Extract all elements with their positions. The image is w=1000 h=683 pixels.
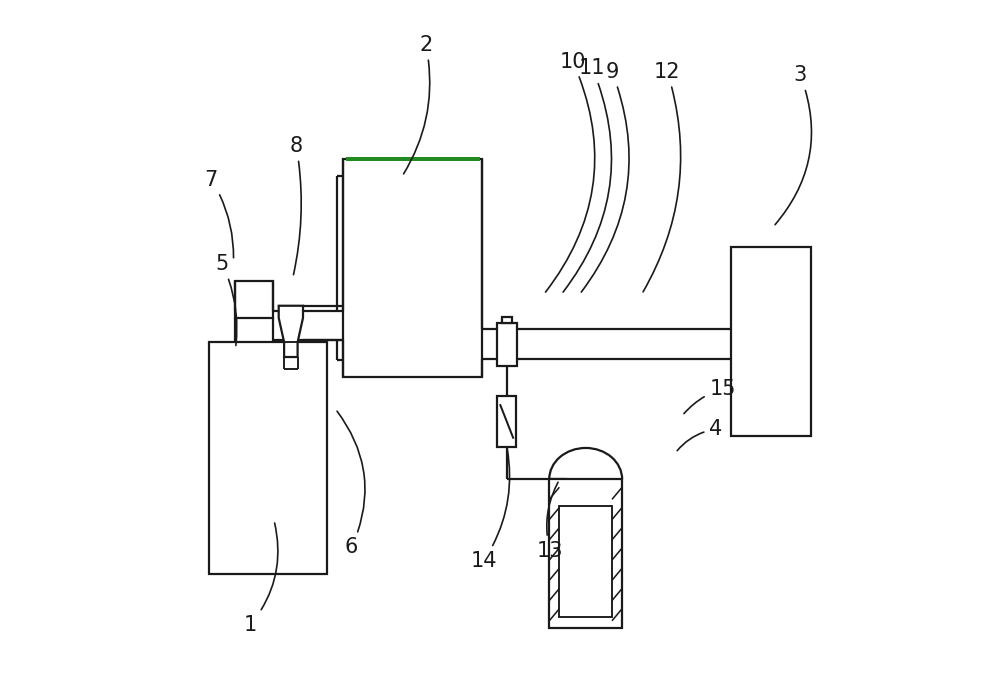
Text: 9: 9 <box>581 61 629 292</box>
Polygon shape <box>279 306 303 357</box>
Bar <box>235 281 273 318</box>
Text: 10: 10 <box>546 51 595 292</box>
Text: 3: 3 <box>775 65 812 225</box>
Text: 8: 8 <box>290 136 303 275</box>
Bar <box>731 247 811 436</box>
Text: 7: 7 <box>205 169 234 257</box>
Bar <box>209 342 327 574</box>
Text: 5: 5 <box>215 254 237 346</box>
Text: 12: 12 <box>643 61 681 292</box>
Bar <box>497 322 517 366</box>
Text: 6: 6 <box>337 411 365 557</box>
Text: 2: 2 <box>404 35 432 174</box>
Text: 4: 4 <box>677 419 723 451</box>
Bar <box>559 506 612 617</box>
Text: 1: 1 <box>244 523 278 635</box>
Bar <box>343 158 482 376</box>
Bar <box>497 396 516 447</box>
Text: 13: 13 <box>537 482 563 561</box>
Bar <box>549 479 622 628</box>
Text: 14: 14 <box>471 449 510 571</box>
Bar <box>502 317 512 322</box>
Text: 15: 15 <box>684 379 736 414</box>
Text: 11: 11 <box>563 58 612 292</box>
